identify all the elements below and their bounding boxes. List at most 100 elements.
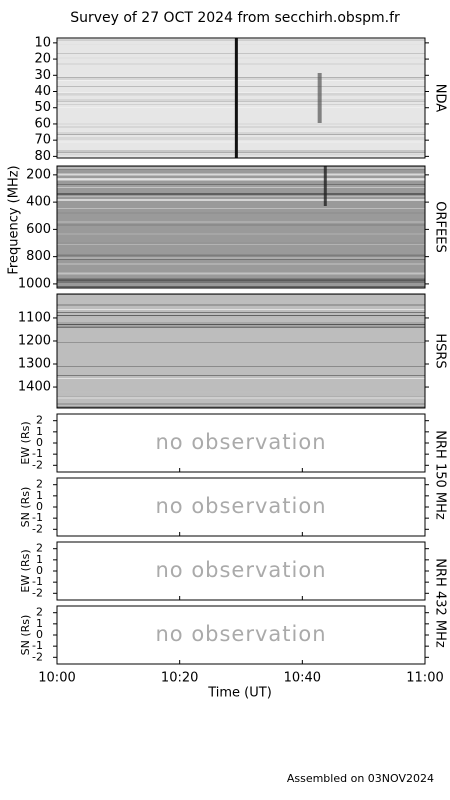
y-tick-label: 2 — [36, 414, 43, 427]
y-tick-label: -1 — [32, 511, 43, 524]
spectrogram-texture — [57, 212, 425, 214]
burst — [317, 73, 322, 123]
y-tick-label: 60 — [34, 116, 51, 131]
spectrogram-texture — [57, 281, 425, 283]
panel-frame — [56, 293, 426, 409]
spectrogram-texture — [57, 63, 425, 65]
chart-title: Survey of 27 OCT 2024 from secchirh.obsp… — [70, 10, 400, 26]
spectrogram-texture — [57, 99, 425, 101]
spectrogram-texture — [57, 193, 425, 195]
spectrogram-texture — [57, 141, 425, 143]
spectrogram-texture — [57, 286, 425, 287]
spectrogram-texture — [57, 208, 425, 209]
spectrogram-texture — [57, 244, 425, 245]
panel-y-label: SN (Rs) — [19, 615, 32, 656]
band-label: NRH 150 MHz — [433, 430, 448, 520]
y-tick-label: 1400 — [18, 380, 51, 395]
y-tick-label: -2 — [32, 458, 43, 471]
spectrogram-texture — [57, 312, 425, 313]
spectrogram-texture — [57, 316, 425, 318]
no-observation: no observation — [155, 494, 326, 518]
spectrogram-texture — [57, 57, 425, 59]
y-tick-label: 70 — [34, 133, 51, 148]
spectrogram-texture — [57, 134, 425, 135]
y-tick-label: 50 — [34, 100, 51, 115]
spectrogram-texture — [57, 38, 425, 40]
x-axis-label: Time (UT) — [207, 686, 272, 701]
spectrogram-texture — [57, 39, 425, 41]
spectrogram-texture — [57, 138, 425, 140]
spectrogram-texture — [57, 375, 425, 376]
spectrogram-texture — [57, 167, 425, 169]
y-tick-label: 80 — [34, 149, 51, 164]
y-tick-label: 1100 — [18, 310, 51, 325]
no-observation: no observation — [155, 622, 326, 646]
spectrogram-texture — [57, 53, 425, 54]
panel-y-label: SN (Rs) — [19, 487, 32, 528]
spectrogram-texture — [57, 324, 425, 325]
spectrogram-texture — [57, 366, 425, 367]
y-tick-label: -1 — [32, 575, 43, 588]
spectrogram-texture — [57, 322, 425, 324]
x-tick-label: 11:00 — [406, 671, 443, 686]
spectrogram-texture — [57, 132, 425, 134]
spectrogram-texture — [57, 80, 425, 81]
spectrogram-texture — [57, 221, 425, 223]
y-tick-label: 200 — [26, 167, 51, 182]
spectrogram-texture — [57, 378, 425, 379]
spectrogram-texture — [57, 93, 425, 95]
spectrogram-texture — [57, 153, 425, 156]
spectrogram-texture — [57, 137, 425, 138]
spectrogram-texture — [57, 172, 425, 173]
spectrogram-texture — [57, 309, 425, 310]
spectrogram-texture — [57, 196, 425, 197]
instrument-label: ORFEES — [433, 201, 448, 252]
spectrogram-texture — [57, 86, 425, 87]
spectrogram-texture — [57, 397, 425, 399]
spectrogram — [57, 38, 425, 158]
spectrogram-texture — [57, 304, 425, 306]
spectrogram-texture — [57, 280, 425, 281]
spectrogram-texture — [57, 325, 425, 328]
y-tick-label: 0 — [36, 500, 43, 513]
spectrogram-texture — [57, 263, 425, 265]
y-tick-label: 30 — [34, 68, 51, 83]
spectrogram-texture — [57, 396, 425, 397]
spectrogram-texture — [57, 278, 425, 281]
spectrogram-texture — [57, 101, 425, 102]
y-axis-label: Frequency (MHz) — [7, 165, 22, 274]
y-tick-label: 20 — [34, 52, 51, 67]
y-tick-label: 10 — [34, 35, 51, 50]
spectrogram-texture — [57, 272, 425, 275]
y-tick-label: 1 — [36, 425, 43, 438]
spectrogram-texture — [57, 184, 425, 185]
spectrogram-texture — [57, 95, 425, 96]
spectrogram-texture — [57, 235, 425, 236]
no-observation: no observation — [155, 430, 326, 454]
spectrogram-texture — [57, 400, 425, 402]
spectrogram-texture — [57, 126, 425, 128]
y-tick-label: 1 — [36, 553, 43, 566]
y-tick-label: 0 — [36, 628, 43, 641]
y-tick-label: 0 — [36, 564, 43, 577]
spectrogram-texture — [57, 123, 425, 125]
spectrogram-texture — [57, 403, 425, 405]
footer: Assembled on 03NOV2024 — [287, 772, 434, 785]
x-tick-label: 10:00 — [38, 671, 75, 686]
x-tick-label: 10:20 — [161, 671, 198, 686]
y-tick-label: -1 — [32, 447, 43, 460]
spectrogram-texture — [57, 104, 425, 105]
y-tick-label: 2 — [36, 542, 43, 555]
spectrogram-texture — [57, 179, 425, 181]
spectrogram-texture — [57, 257, 425, 259]
spectrogram-texture — [57, 187, 425, 188]
y-tick-label: 0 — [36, 436, 43, 449]
spectrogram-texture — [57, 391, 425, 393]
spectrogram-texture — [57, 152, 425, 153]
band-label: NRH 432 MHz — [433, 558, 448, 648]
panel-frame — [56, 37, 426, 159]
spectrogram — [57, 294, 425, 408]
y-tick-label: 1 — [36, 489, 43, 502]
spectrogram-texture — [57, 233, 425, 235]
